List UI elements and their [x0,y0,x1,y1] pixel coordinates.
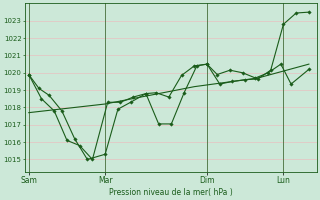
X-axis label: Pression niveau de la mer( hPa ): Pression niveau de la mer( hPa ) [109,188,233,197]
